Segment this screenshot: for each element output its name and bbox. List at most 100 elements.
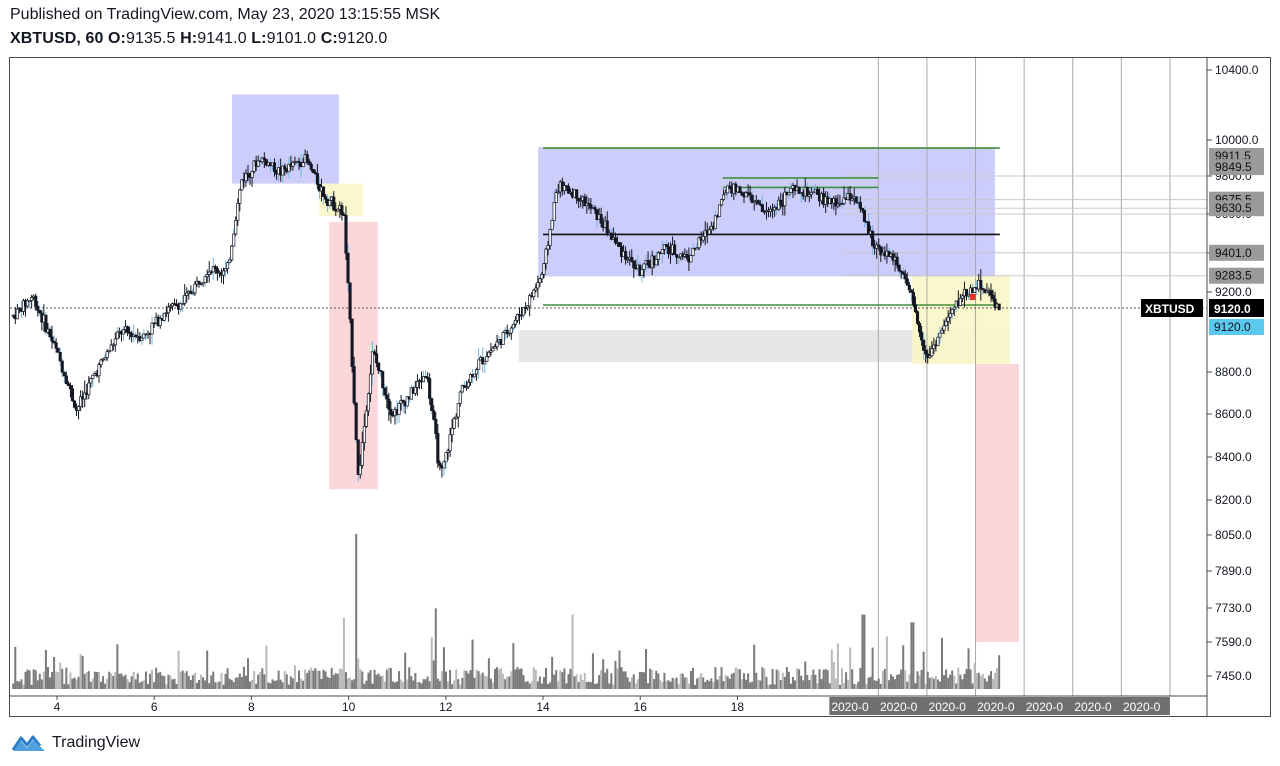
volume-bar <box>471 639 474 689</box>
volume-bar <box>794 680 797 689</box>
volume-bar <box>777 670 780 689</box>
volume-bar <box>146 683 149 689</box>
volume-bar <box>210 675 213 689</box>
volume-bar <box>712 682 715 689</box>
candle-body <box>256 160 260 167</box>
volume-bar <box>736 668 739 689</box>
volume-bar <box>520 668 523 689</box>
volume-bar <box>718 676 721 689</box>
volume-bar <box>34 670 37 689</box>
candle-body <box>511 323 515 329</box>
volume-bar <box>789 683 792 689</box>
volume-bar <box>140 681 143 689</box>
volume-bar <box>587 681 590 689</box>
volume-bar <box>724 674 727 689</box>
volume-bar <box>49 677 52 689</box>
volume-bar <box>342 617 345 689</box>
x-tick-label-0: 4 <box>54 700 61 714</box>
candle-body <box>226 262 230 270</box>
candle-body <box>960 295 964 299</box>
volume-bar <box>622 671 625 689</box>
candle-body <box>546 244 550 250</box>
candle-body <box>677 256 681 259</box>
volume-bar <box>704 682 707 689</box>
x-tick-label-5: 14 <box>536 700 550 714</box>
volume-bar <box>910 622 913 689</box>
volume-bar <box>22 684 25 689</box>
candle-body <box>685 253 689 258</box>
last-price-tag-bg <box>1209 299 1264 317</box>
volume-bar <box>612 684 615 689</box>
candle-body <box>905 278 909 286</box>
candle-body <box>481 357 485 365</box>
volume-bar <box>671 677 674 689</box>
volume-bar <box>920 669 923 689</box>
volume-bar <box>616 668 619 689</box>
candle-body <box>54 342 58 349</box>
volume-bar <box>859 668 862 689</box>
volume-bar <box>71 678 74 689</box>
volume-bars <box>12 534 1001 689</box>
volume-bar <box>310 667 313 689</box>
high-value: 9141.0 <box>197 30 247 47</box>
volume-bar <box>249 681 252 689</box>
volume-bar <box>512 643 515 689</box>
candle-body <box>446 450 450 453</box>
candle-body <box>126 326 130 333</box>
volume-bar <box>432 660 435 689</box>
candle-body <box>415 381 419 388</box>
level-tag-bg-5 <box>1209 267 1264 284</box>
candle-body <box>507 332 511 335</box>
volume-bar <box>314 668 317 689</box>
volume-bar <box>992 678 995 689</box>
date-label-3: 2020-0 <box>977 700 1015 714</box>
volume-bar <box>840 668 843 689</box>
volume-bar <box>579 674 582 689</box>
last-price-symbol: XBTUSD <box>1145 302 1195 316</box>
volume-bar <box>949 674 952 689</box>
candle-body <box>805 186 809 197</box>
candle-body <box>928 355 932 358</box>
y-tick-label-10: 8050.0 <box>1215 528 1252 542</box>
candle-body <box>77 406 81 411</box>
volume-bar <box>602 659 605 689</box>
volume-bar <box>281 682 284 689</box>
last-price-tag2-bg <box>1209 319 1264 335</box>
volume-bar <box>234 677 237 689</box>
tradingview-logo-icon <box>12 735 45 751</box>
candle-body <box>387 398 391 410</box>
volume-bar <box>514 669 517 689</box>
candle-body <box>421 376 426 383</box>
candle-body <box>787 192 791 196</box>
volume-bar <box>330 667 333 689</box>
volume-bar <box>791 677 794 689</box>
candle-body <box>589 204 593 209</box>
volume-bar <box>316 670 319 689</box>
volume-bar <box>165 684 168 689</box>
volume-bar <box>945 669 948 689</box>
volume-bar <box>538 676 541 689</box>
candle-body <box>958 297 962 306</box>
candle-body <box>964 288 969 297</box>
x-tick-label-2: 8 <box>248 700 255 714</box>
volume-bar <box>93 671 96 689</box>
volume-bar <box>565 683 568 689</box>
x-tick-label-7: 18 <box>731 700 745 714</box>
candle-body <box>315 173 319 185</box>
tradingview-brand[interactable]: TradingView <box>12 732 140 754</box>
volume-bar <box>269 683 272 689</box>
volume-bar <box>369 670 372 689</box>
volume-bar <box>973 662 976 689</box>
volume-bar <box>220 672 223 689</box>
volume-bar <box>18 681 21 689</box>
candle-body <box>950 308 954 314</box>
chart-frame[interactable] <box>9 57 1271 717</box>
date-label-bg-6 <box>1120 697 1170 715</box>
date-label-1: 2020-0 <box>880 700 918 714</box>
candle-body <box>428 378 432 399</box>
volume-bar <box>771 668 774 689</box>
volume-bar <box>955 683 958 689</box>
candle-body <box>281 165 285 176</box>
volume-bar <box>755 672 758 689</box>
